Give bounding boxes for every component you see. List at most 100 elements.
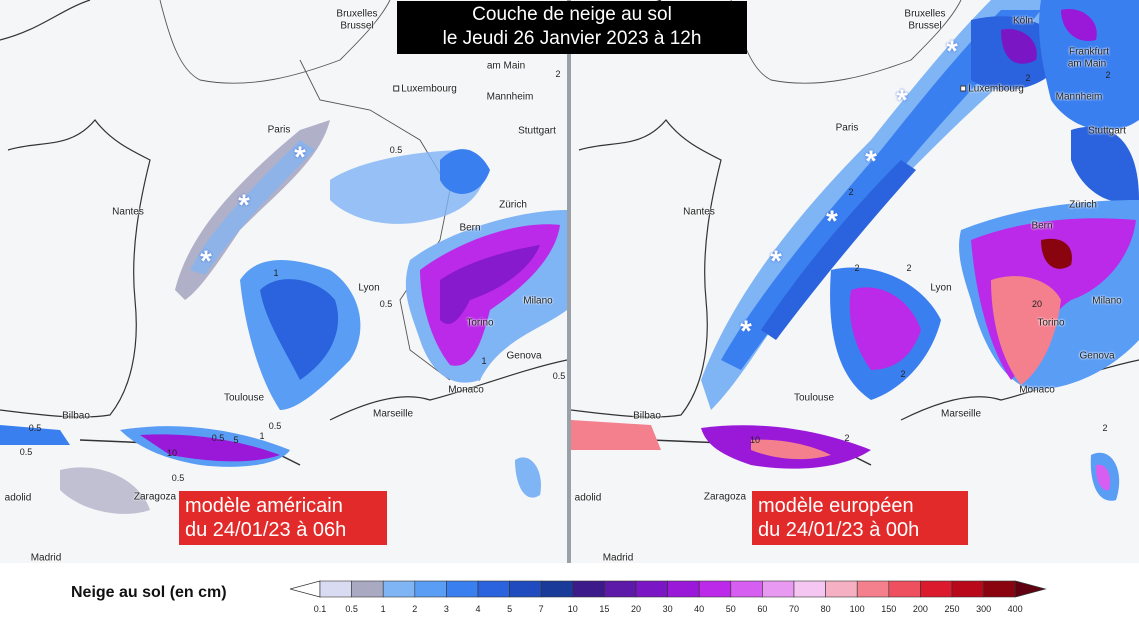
city-label: Nantes: [683, 206, 715, 218]
model-label-american: modèle américain du 24/01/23 à 06h: [179, 491, 387, 545]
city-label: Stuttgart: [518, 125, 556, 137]
legend-tick-label: 3: [443, 604, 449, 614]
city-label: Bilbao: [633, 410, 661, 422]
snowflake-icon: *: [946, 35, 958, 68]
city-label: Nantes: [112, 206, 144, 218]
legend-tick-label: 4: [475, 604, 481, 614]
legend-swatch: [667, 580, 700, 598]
city-label: Marseille: [940, 408, 982, 420]
snowflake-icon: *: [740, 315, 752, 348]
city-label: Lyon: [930, 282, 952, 294]
legend-swatch: [477, 580, 510, 598]
model-name: modèle américain: [185, 495, 343, 517]
city-label: Luxembourg: [393, 84, 457, 95]
legend-swatch: [351, 580, 384, 598]
legend-swatch: [888, 580, 921, 598]
legend-tick-label: 10: [567, 604, 578, 614]
legend-tick-label: 400: [1007, 604, 1023, 614]
legend-swatch: [414, 580, 447, 598]
city-label: Genova: [506, 350, 542, 362]
legend-tick-label: 5: [507, 604, 513, 614]
snowflake-icon: *: [200, 245, 212, 278]
legend-tick-label: 250: [944, 604, 960, 614]
contour-value: 2: [906, 263, 912, 273]
city-label: Madrid: [602, 552, 634, 564]
city-label: Brussel: [340, 20, 374, 32]
snowflake-icon: *: [238, 189, 250, 222]
snowflake-icon: *: [294, 141, 306, 174]
city-label: adolid: [574, 492, 602, 504]
title-line-1: Couche de neige au sol: [472, 4, 672, 25]
city-square-icon: [393, 85, 400, 92]
city-square-icon: [960, 85, 967, 92]
city-label: am Main: [1067, 58, 1107, 70]
city-label: Bilbao: [62, 410, 90, 422]
city-label: Marseille: [372, 408, 414, 420]
right-map-drawing: [571, 0, 1139, 563]
legend-swatch: [635, 580, 668, 598]
contour-value: 5: [233, 435, 239, 445]
map-panel-european-model: * * * * * * Bruxelles Brussel Köln Frank…: [571, 0, 1139, 563]
contour-value: 0.5: [268, 421, 282, 431]
legend-swatch: [762, 580, 795, 598]
contour-value: 0.5: [389, 145, 403, 155]
city-label: Stuttgart: [1088, 125, 1126, 137]
city-label: Madrid: [30, 552, 62, 564]
contour-value: 2: [900, 369, 906, 379]
contour-value: 10: [749, 435, 761, 445]
city-label: Zaragoza: [133, 491, 177, 503]
contour-value: 2: [1102, 423, 1108, 433]
legend-tick-label: 0.5: [345, 604, 358, 614]
legend-swatch: [983, 580, 1016, 598]
contour-value: 0.5: [211, 433, 225, 443]
legend-tick-label: 300: [976, 604, 992, 614]
legend-tick-label: 2: [412, 604, 418, 614]
contour-value: 2: [848, 187, 854, 197]
city-label: Milano: [1092, 295, 1122, 307]
city-label: Torino: [1037, 317, 1065, 329]
city-label: Toulouse: [793, 392, 835, 404]
legend-tick-label: 100: [849, 604, 865, 614]
city-label: Bern: [1031, 220, 1053, 232]
contour-value: 1: [259, 431, 265, 441]
contour-value: 2: [844, 433, 850, 443]
legend-tick-label: 7: [538, 604, 544, 614]
legend-swatch: [825, 580, 858, 598]
legend-tick-label: 15: [599, 604, 610, 614]
city-label: Lyon: [358, 282, 380, 294]
legend-tick-label: 20: [630, 604, 642, 614]
legend-swatch: [540, 580, 574, 598]
legend-swatch: [382, 580, 416, 598]
snowflake-icon: *: [770, 245, 782, 278]
panel-divider: [567, 0, 571, 563]
city-label: Zürich: [499, 199, 527, 211]
legend-swatch: [951, 580, 984, 598]
legend-tick-label: 40: [694, 604, 705, 614]
legend-arrow-right: [1014, 580, 1047, 598]
legend-tick-label: 60: [757, 604, 768, 614]
city-label: Luxembourg: [960, 84, 1024, 95]
contour-value: 0.5: [19, 447, 33, 457]
snowflake-icon: *: [865, 145, 877, 178]
contour-value: 0.5: [28, 423, 42, 433]
legend-swatch: [698, 580, 732, 598]
legend-swatch: [856, 580, 890, 598]
city-label: Mannheim: [486, 91, 534, 103]
legend-tick-label: 70: [788, 604, 800, 614]
city-label: Zürich: [1069, 199, 1097, 211]
contour-value: 10: [166, 448, 178, 458]
legend-swatch: [793, 580, 826, 598]
contour-value: 20: [1031, 299, 1043, 309]
map-title: Couche de neige au sol le Jeudi 26 Janvi…: [397, 1, 747, 54]
legend-swatch: [319, 580, 352, 598]
legend-swatch: [572, 580, 605, 598]
city-label: Milano: [523, 295, 553, 307]
city-label: Genova: [1079, 350, 1115, 362]
model-label-european: modèle européen du 24/01/23 à 00h: [752, 491, 968, 545]
legend-tick-label: 30: [662, 604, 673, 614]
city-label: Paris: [835, 122, 859, 134]
contour-value: 2: [854, 263, 860, 273]
snowflake-icon: *: [826, 205, 838, 238]
model-run-date: du 24/01/23 à 00h: [758, 519, 920, 541]
snowflake-icon: *: [896, 84, 908, 117]
